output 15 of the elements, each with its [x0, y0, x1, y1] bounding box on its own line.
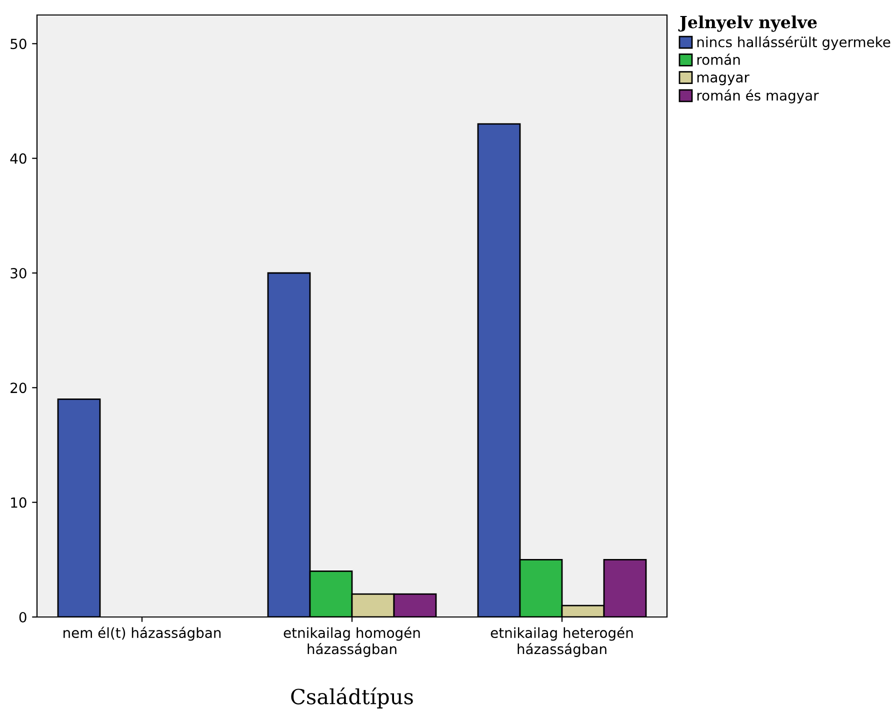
- y-tick-label: 20: [10, 382, 26, 394]
- legend-title: Jelnyelv nyelve: [678, 15, 817, 32]
- y-tick-label: 50: [10, 38, 26, 50]
- legend-label: nincs hallássérült gyermeke: [697, 36, 890, 50]
- y-tick-label: 30: [10, 268, 26, 278]
- y-tick-label: 40: [10, 153, 26, 164]
- legend-label: román és magyar: [697, 89, 819, 104]
- y-tick-label: 10: [11, 497, 26, 508]
- x-tick-label: etnikailag homogén házasságban: [284, 626, 420, 657]
- x-tick-label: nem él(t) házasságban: [64, 626, 221, 641]
- x-tick-label: etnikailag heterogén házasságban: [490, 626, 633, 657]
- y-tick-label: 0: [19, 612, 26, 622]
- legend-label: román: [697, 54, 740, 65]
- x-axis-title: Családtípus: [291, 687, 413, 708]
- legend-label: magyar: [697, 74, 750, 86]
